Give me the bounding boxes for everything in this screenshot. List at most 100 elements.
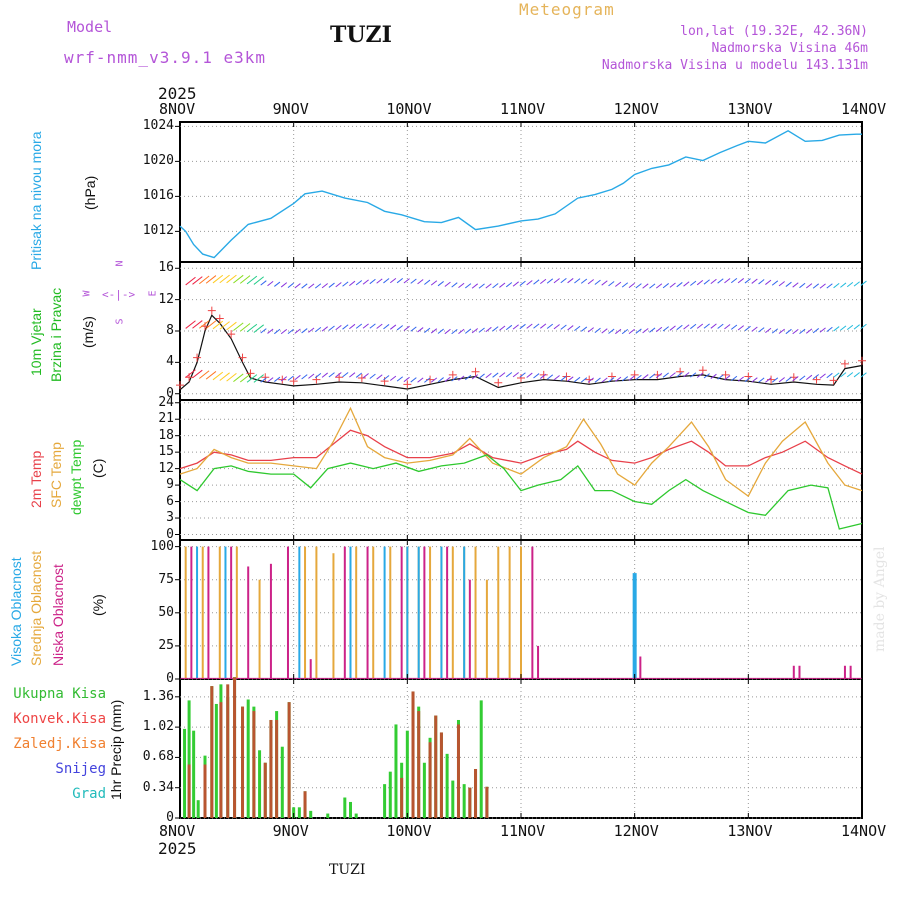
wind-arrow [758, 327, 765, 333]
wind-arrow [826, 372, 833, 379]
wind-gust-marker [812, 375, 821, 384]
wind-arrow [349, 323, 356, 330]
wind-arrow [846, 324, 854, 331]
low-cloud-bar [423, 546, 426, 679]
wind-arrow [458, 328, 465, 335]
wind-arrow [744, 376, 751, 383]
wind-arrow [512, 324, 519, 330]
wind-arrow [533, 323, 540, 329]
wind-arrow [642, 374, 649, 380]
y-tick-label: 12 [158, 291, 174, 307]
conv-precip-bar [263, 762, 267, 818]
wind-arrow [308, 373, 315, 379]
precip-ylabel: 1hr Precip (mm) [108, 699, 124, 800]
conv-precip-bar [226, 684, 230, 818]
y-tick-label: 21 [158, 411, 174, 427]
wind-arrow [355, 323, 363, 329]
wind-arrow [751, 326, 758, 332]
wind-arrow [471, 283, 479, 289]
wind-arrow [444, 376, 451, 382]
wind-arrow [199, 275, 210, 285]
wind-arrow [464, 283, 472, 289]
wind-arrow [819, 327, 826, 333]
total-precip-bar [297, 807, 301, 818]
y-tick-label: 0 [166, 526, 174, 542]
wind-arrow [730, 375, 738, 382]
wind-arrow [553, 324, 560, 330]
wind-gust-marker [207, 306, 216, 315]
wind-arrow [294, 374, 301, 381]
wind-arrow [519, 280, 526, 286]
total-precip-bar [292, 807, 296, 818]
wind-arrow [280, 282, 288, 288]
wind-arrow [321, 283, 328, 289]
low-cloud-bar [366, 546, 369, 679]
wind-arrow [840, 372, 847, 378]
wind-arrow [308, 283, 315, 289]
pressure-title: Pritisak na nivou mora [28, 131, 44, 270]
wind-gust-marker [289, 377, 298, 386]
wind-arrow [553, 375, 560, 381]
wind-arrow [246, 374, 258, 383]
wind-arrow [464, 374, 472, 381]
wind-arrow [253, 324, 264, 333]
wind-arrow [280, 376, 288, 382]
wind-arrow [717, 323, 724, 329]
high-cloud-bar [406, 546, 409, 679]
y-tick-label: 0 [166, 671, 174, 686]
wind-arrow [587, 279, 594, 285]
wind-arrow [362, 323, 369, 329]
mid-cloud-bar [304, 546, 307, 679]
wind-arrow [799, 328, 806, 334]
wind-arrow [430, 328, 438, 334]
wind-arrow [451, 328, 458, 335]
wind-arrow [233, 274, 244, 284]
wind-arrow [205, 275, 217, 284]
wind-arrow [730, 277, 738, 284]
conv-precip-bar [187, 764, 191, 818]
wind-arrow [860, 323, 867, 330]
wind-arrow [792, 376, 799, 382]
wind-arrow [765, 377, 772, 383]
wind-arrow [369, 278, 376, 285]
wind-arrow [267, 280, 274, 287]
wind-arrow [540, 278, 547, 285]
wind-arrow [560, 324, 567, 330]
wind-arrow [580, 377, 588, 383]
total-precip-bar [445, 753, 449, 818]
legend-total: Ukupna Kisa [13, 686, 106, 702]
wind-arrow [853, 372, 860, 378]
top-time-label: 12NOV [613, 100, 659, 118]
wind-arrow [778, 328, 785, 334]
wind-arrow [526, 323, 533, 329]
wind-arrow [635, 283, 642, 289]
wind-arrow [519, 372, 526, 378]
total-precip-bar [354, 813, 358, 818]
wind-arrow [628, 375, 635, 381]
wind-arrow [683, 372, 690, 378]
y-tick-label: 1020 [142, 153, 174, 169]
total-precip-bar [451, 780, 455, 818]
total-precip-bar [349, 801, 352, 818]
model-elevation-label: Nadmorska Visina u modelu 143.131m [601, 58, 868, 73]
year-bottom: 2025 [158, 839, 197, 858]
total-precip-bar [383, 784, 387, 818]
wind-arrow [342, 372, 349, 378]
y-tick-label: 1.02 [142, 719, 174, 735]
wind-arrow [771, 280, 779, 286]
wind-arrow [478, 327, 485, 333]
wind-arrow [253, 374, 264, 383]
wind-arrow [765, 327, 772, 334]
wind-arrow [383, 324, 390, 330]
y-tick-label: 8 [166, 323, 174, 338]
compass-w: W [81, 290, 93, 297]
mid-cloud-bar [497, 546, 500, 679]
wind-arrow [485, 326, 492, 333]
wind-arrow [765, 279, 772, 285]
wind-arrow [635, 328, 642, 334]
wind-arrow [717, 374, 724, 380]
total-precip-bar [214, 703, 218, 818]
wind-arrow [376, 323, 383, 329]
wind-arrow [185, 276, 196, 286]
wind-arrow [615, 328, 622, 335]
